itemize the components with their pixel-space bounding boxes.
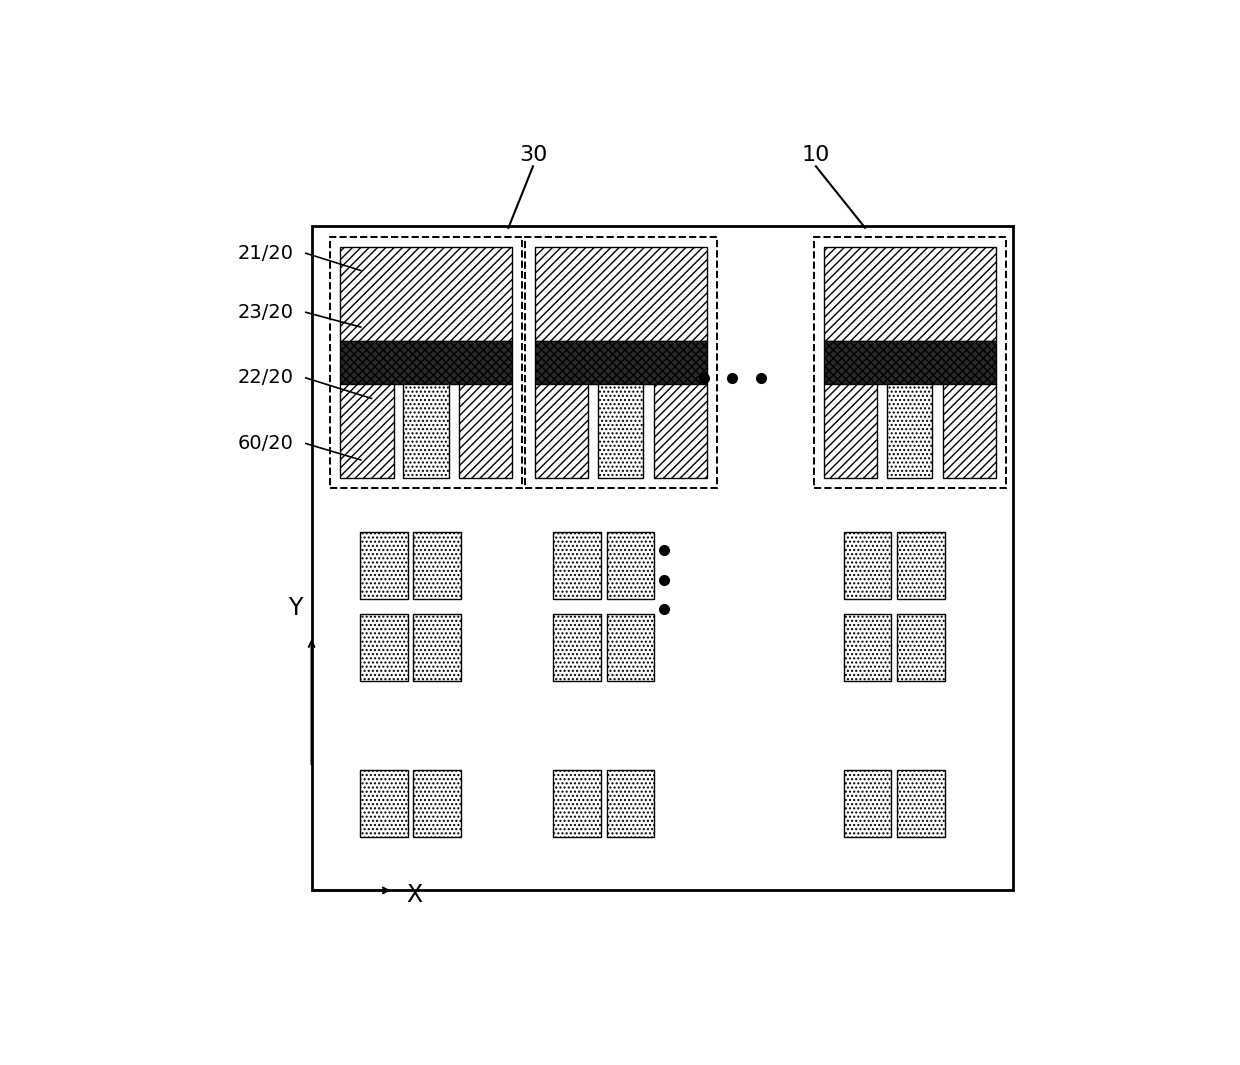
Bar	[606, 615, 655, 682]
Bar	[534, 383, 588, 478]
Bar	[653, 383, 707, 478]
Bar	[606, 532, 655, 600]
Bar	[525, 236, 717, 488]
Bar	[360, 615, 408, 682]
Bar	[843, 615, 892, 682]
Bar	[360, 532, 408, 600]
Bar	[413, 615, 461, 682]
Bar	[459, 383, 512, 478]
Bar	[403, 383, 449, 478]
Bar	[888, 383, 932, 478]
Bar	[843, 770, 892, 837]
Bar	[534, 341, 707, 383]
Text: 30: 30	[518, 145, 547, 165]
Bar	[413, 532, 461, 600]
Text: 23/20: 23/20	[238, 302, 294, 322]
Bar	[534, 247, 707, 341]
Text: X: X	[405, 883, 422, 906]
Bar	[825, 383, 878, 478]
Bar	[606, 770, 655, 837]
Bar	[942, 383, 996, 478]
Bar	[340, 341, 512, 383]
Bar	[843, 532, 892, 600]
Text: 22/20: 22/20	[238, 368, 294, 388]
Bar	[413, 770, 461, 837]
Bar	[553, 770, 601, 837]
Text: 60/20: 60/20	[238, 435, 294, 453]
Bar	[897, 770, 945, 837]
Text: 10: 10	[802, 145, 830, 165]
Bar	[360, 770, 408, 837]
Bar	[340, 383, 393, 478]
Bar	[815, 236, 1006, 488]
Bar	[598, 383, 642, 478]
Bar	[825, 341, 996, 383]
Bar	[311, 226, 1013, 890]
Bar	[553, 615, 601, 682]
Bar	[330, 236, 522, 488]
Text: 21/20: 21/20	[238, 244, 294, 263]
Bar	[897, 532, 945, 600]
Bar	[553, 532, 601, 600]
Bar	[897, 615, 945, 682]
Text: Y: Y	[288, 595, 303, 620]
Bar	[825, 247, 996, 341]
Bar	[340, 247, 512, 341]
